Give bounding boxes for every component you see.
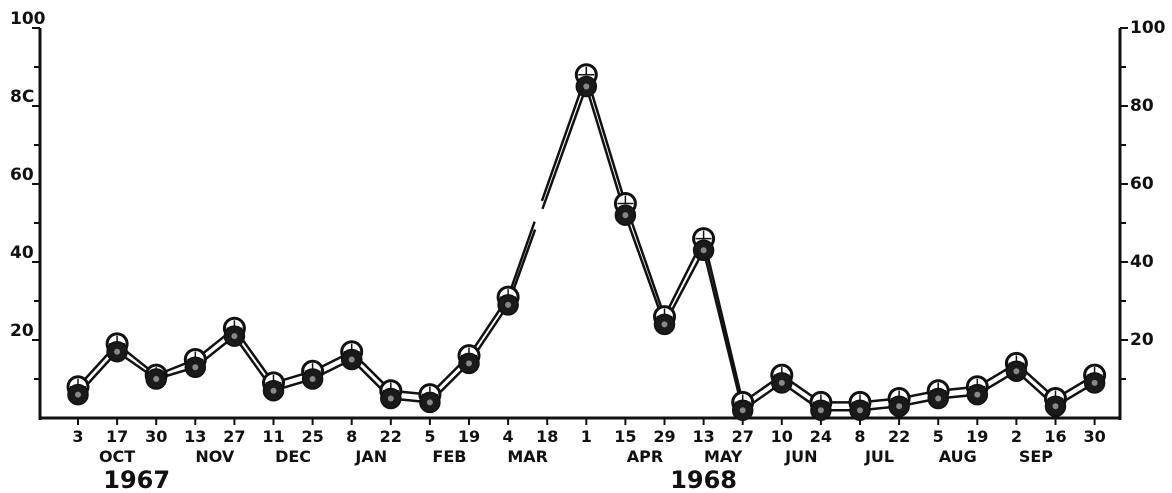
month-label: MAR xyxy=(507,447,548,466)
x-tick-label: 19 xyxy=(966,427,988,446)
month-label: APR xyxy=(627,447,663,466)
ticks xyxy=(32,27,1128,425)
year-label: 1968 xyxy=(670,466,737,493)
point-highlight xyxy=(231,333,238,340)
point-highlight xyxy=(935,395,942,402)
y-tick-label-right: 80 xyxy=(1130,96,1154,116)
x-tick-label: 27 xyxy=(732,427,754,446)
point-highlight xyxy=(700,247,707,254)
y-tick-label-right: 20 xyxy=(1130,330,1154,350)
point-highlight xyxy=(817,407,824,414)
month-label: OCT xyxy=(99,447,135,466)
x-tick-label: 25 xyxy=(301,427,323,446)
x-tick-label: 30 xyxy=(145,427,167,446)
x-tick-label: 29 xyxy=(653,427,675,446)
month-label: JUL xyxy=(864,447,894,466)
series-line xyxy=(77,296,510,396)
x-tick-label: 5 xyxy=(933,427,944,446)
x-tick-label: 10 xyxy=(771,427,793,446)
point-highlight xyxy=(153,376,160,382)
y-tick-label-left: 100 xyxy=(10,9,46,29)
series-points xyxy=(66,63,1107,421)
x-tick-label: 4 xyxy=(503,427,514,446)
month-label: JAN xyxy=(354,447,387,466)
point-highlight xyxy=(661,321,668,328)
x-tick-label: 8 xyxy=(346,427,357,446)
x-tick-label: 1 xyxy=(581,427,592,446)
point-highlight xyxy=(75,391,81,398)
series-line xyxy=(77,304,510,404)
x-tick-label: 18 xyxy=(536,427,558,446)
point-highlight xyxy=(778,379,785,386)
x-tick-label: 30 xyxy=(1083,427,1105,446)
point-highlight xyxy=(192,364,199,371)
point-highlight xyxy=(583,83,590,90)
point-highlight xyxy=(505,301,512,308)
y-tick-label-right: 40 xyxy=(1130,252,1154,272)
month-label: SEP xyxy=(1019,447,1053,466)
x-tick-label: 24 xyxy=(810,427,832,446)
y-tick-label-left: 20 xyxy=(10,321,34,341)
point-highlight xyxy=(466,360,472,367)
series-line-gap xyxy=(506,86,588,306)
year-label: 1967 xyxy=(103,466,170,493)
x-tick-label: 16 xyxy=(1044,427,1066,446)
point-highlight xyxy=(857,407,863,414)
point-highlight xyxy=(896,403,903,410)
x-tick-label: 27 xyxy=(223,427,245,446)
point-highlight xyxy=(1052,403,1059,410)
month-label: FEB xyxy=(432,447,466,466)
x-tick-label: 8 xyxy=(854,427,865,446)
x-tick-label: 2 xyxy=(1011,427,1022,446)
month-label: MAY xyxy=(704,447,743,466)
point-highlight xyxy=(309,376,316,382)
x-tick-label: 13 xyxy=(692,427,714,446)
month-label: JUN xyxy=(784,447,817,466)
x-tick-label: 13 xyxy=(184,427,206,446)
point-highlight xyxy=(1091,379,1098,386)
y-tick-label-left: 60 xyxy=(10,165,34,185)
point-highlight xyxy=(1013,368,1020,375)
point-highlight xyxy=(739,407,746,414)
point-highlight xyxy=(622,212,629,219)
x-tick-label: 15 xyxy=(614,427,636,446)
y-tick-label-right: 100 xyxy=(1130,18,1166,38)
month-label: DEC xyxy=(275,447,311,466)
x-tick-label: 17 xyxy=(106,427,128,446)
point-highlight xyxy=(348,356,355,363)
y-tick-label-left: 8C xyxy=(10,87,34,107)
y-tick-label-left: 40 xyxy=(10,243,34,263)
month-label: NOV xyxy=(195,447,235,466)
y-tick-label-right: 60 xyxy=(1130,174,1154,194)
point-highlight xyxy=(270,387,277,394)
x-tick-label: 11 xyxy=(262,427,284,446)
x-tick-label: 19 xyxy=(458,427,480,446)
x-tick-label: 22 xyxy=(380,427,402,446)
point-highlight xyxy=(974,391,981,398)
x-tick-label: 3 xyxy=(72,427,83,446)
point-highlight xyxy=(114,348,121,355)
month-label: AUG xyxy=(939,447,977,466)
x-tick-label: 5 xyxy=(424,427,435,446)
x-tick-label: 22 xyxy=(888,427,910,446)
point-highlight xyxy=(426,399,433,406)
series-line-gap xyxy=(506,74,588,298)
point-highlight xyxy=(387,395,394,402)
series-lines xyxy=(77,74,1096,412)
